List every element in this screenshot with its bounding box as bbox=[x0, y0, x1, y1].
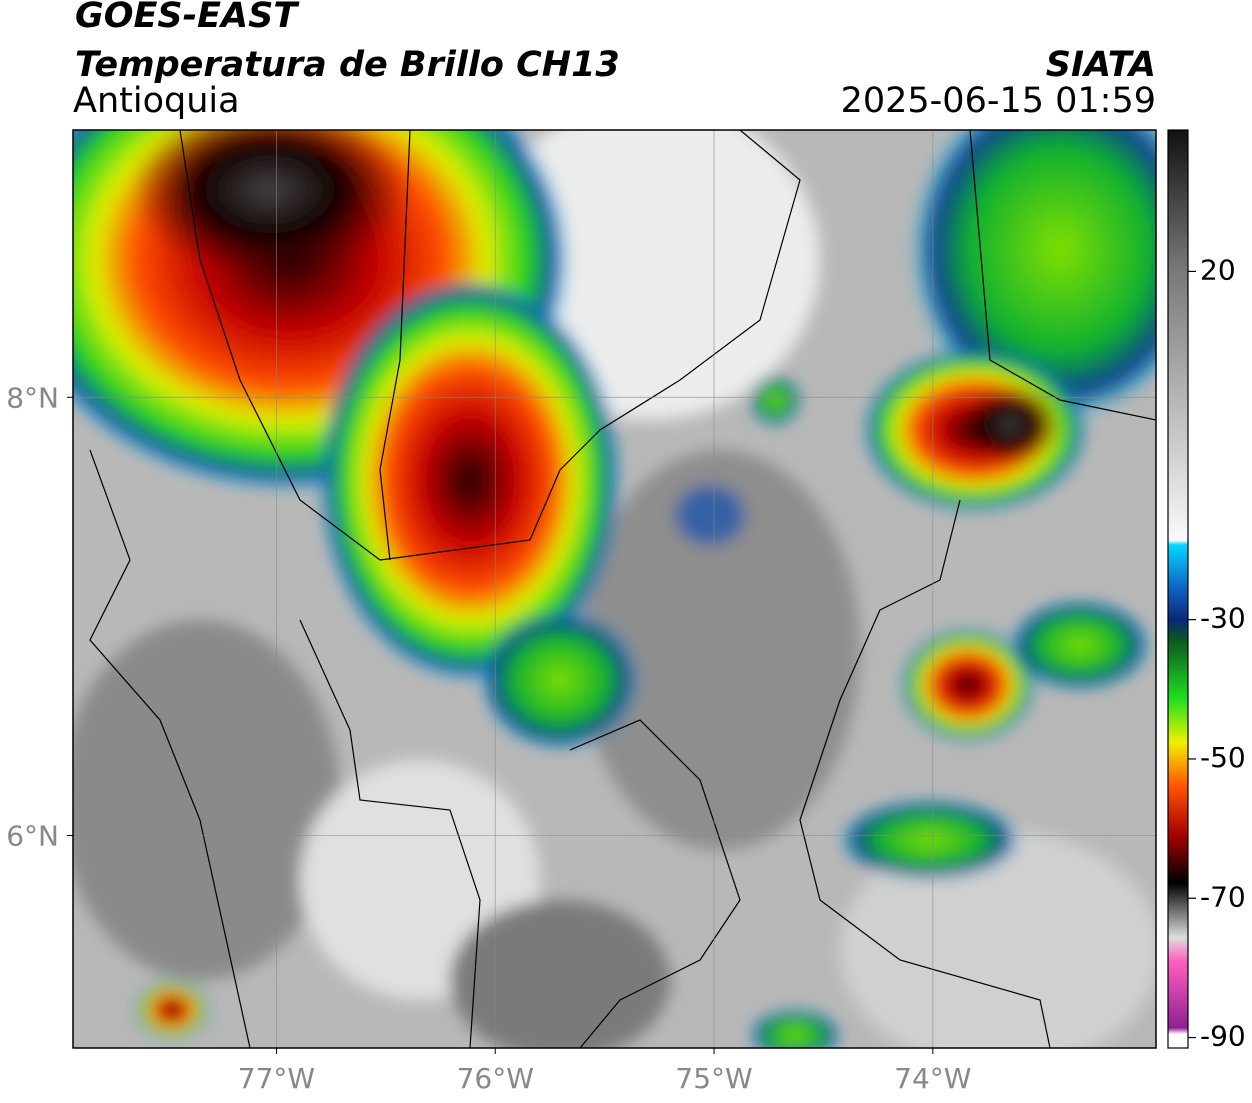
lat-tick-label: 6°N bbox=[6, 819, 59, 852]
colorbar-tick-label: -50 bbox=[1200, 741, 1246, 774]
colorbar-ticks: 20 -30 -50 -70 -90 bbox=[1188, 253, 1246, 1053]
region: Antioquia bbox=[73, 81, 240, 121]
lon-tick-label: 76°W bbox=[457, 1062, 534, 1095]
satellite-image bbox=[73, 130, 1156, 1048]
colorbar-tick-label: -70 bbox=[1200, 880, 1246, 913]
subtitle: Temperatura de Brillo CH13 bbox=[75, 45, 620, 85]
graticule bbox=[67, 130, 1156, 1054]
lon-tick-label: 77°W bbox=[238, 1062, 315, 1095]
colorbar-tick-label: 20 bbox=[1200, 253, 1236, 286]
source: SIATA bbox=[1046, 45, 1156, 85]
map-frame bbox=[72, 129, 1157, 1049]
title: GOES-EAST bbox=[75, 0, 300, 36]
lon-tick-label: 74°W bbox=[894, 1062, 971, 1095]
colorbar bbox=[1167, 129, 1189, 1049]
timestamp: 2025-06-15 01:59 bbox=[841, 81, 1156, 121]
lat-tick-label: 8°N bbox=[6, 381, 59, 414]
colorbar-tick-label: -30 bbox=[1200, 602, 1246, 635]
lon-tick-label: 75°W bbox=[675, 1062, 752, 1095]
colorbar-tick-label: -90 bbox=[1200, 1020, 1246, 1053]
